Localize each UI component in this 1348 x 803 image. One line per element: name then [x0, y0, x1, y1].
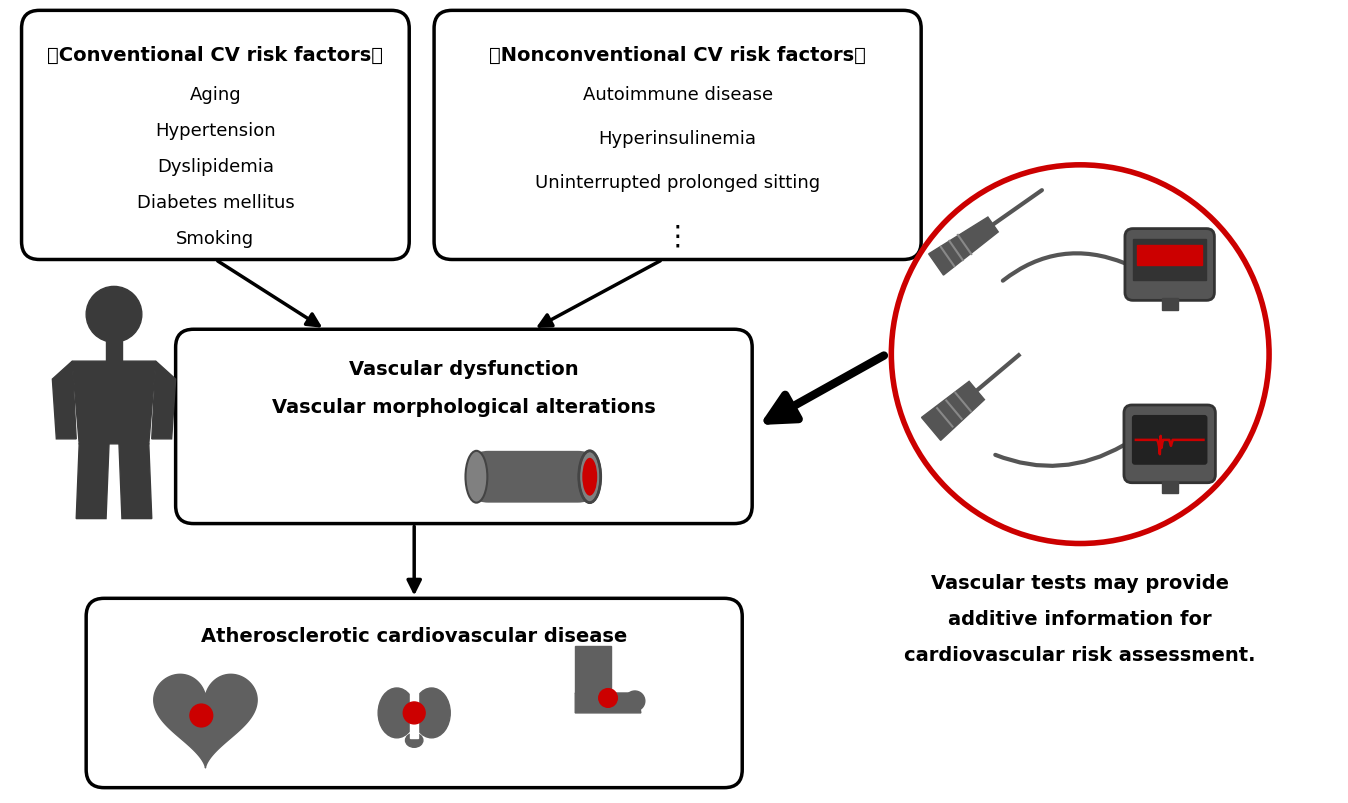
Text: Diabetes mellitus: Diabetes mellitus — [136, 194, 294, 211]
Text: 》Nonconventional CV risk factors「: 》Nonconventional CV risk factors「 — [489, 47, 865, 65]
Circle shape — [86, 287, 142, 343]
Ellipse shape — [465, 451, 488, 503]
Circle shape — [599, 689, 617, 707]
Ellipse shape — [578, 451, 601, 503]
Text: cardiovascular risk assessment.: cardiovascular risk assessment. — [905, 646, 1256, 664]
Text: Uninterrupted prolonged sitting: Uninterrupted prolonged sitting — [535, 173, 820, 192]
FancyBboxPatch shape — [1132, 415, 1208, 465]
Bar — [1132, 239, 1206, 281]
FancyBboxPatch shape — [22, 11, 410, 260]
FancyBboxPatch shape — [175, 330, 752, 524]
Polygon shape — [152, 361, 175, 439]
Circle shape — [403, 702, 425, 724]
Bar — [1162, 481, 1178, 493]
Bar — [106, 342, 121, 361]
FancyBboxPatch shape — [1126, 230, 1215, 301]
Text: additive information for: additive information for — [949, 609, 1212, 629]
FancyBboxPatch shape — [434, 11, 921, 260]
Text: Vascular tests may provide: Vascular tests may provide — [931, 573, 1229, 593]
Text: Hyperinsulinemia: Hyperinsulinemia — [599, 130, 756, 148]
Text: Atherosclerotic cardiovascular disease: Atherosclerotic cardiovascular disease — [201, 626, 627, 646]
Text: Smoking: Smoking — [177, 230, 255, 247]
Text: Dyslipidemia: Dyslipidemia — [156, 157, 274, 176]
Polygon shape — [53, 361, 77, 439]
FancyBboxPatch shape — [86, 598, 743, 788]
Polygon shape — [77, 444, 109, 519]
Polygon shape — [154, 675, 257, 768]
Polygon shape — [929, 218, 999, 275]
Polygon shape — [73, 361, 156, 444]
FancyBboxPatch shape — [1124, 406, 1216, 483]
Ellipse shape — [379, 688, 415, 738]
Text: Vascular dysfunction: Vascular dysfunction — [349, 360, 578, 379]
Ellipse shape — [412, 688, 450, 738]
Text: Autoimmune disease: Autoimmune disease — [582, 86, 772, 104]
Text: ⋮: ⋮ — [663, 222, 692, 251]
Text: Hypertension: Hypertension — [155, 122, 276, 140]
Circle shape — [190, 704, 213, 727]
Polygon shape — [119, 444, 152, 519]
Polygon shape — [922, 382, 984, 441]
Text: 》Conventional CV risk factors「: 》Conventional CV risk factors「 — [47, 47, 383, 65]
Circle shape — [891, 165, 1268, 544]
Ellipse shape — [406, 733, 423, 748]
Ellipse shape — [582, 459, 597, 496]
Bar — [1162, 299, 1178, 311]
Text: Aging: Aging — [190, 86, 241, 104]
Ellipse shape — [625, 691, 644, 711]
Bar — [1136, 245, 1202, 266]
Text: Vascular morphological alterations: Vascular morphological alterations — [272, 397, 655, 417]
Bar — [410, 688, 418, 738]
FancyBboxPatch shape — [469, 451, 597, 503]
Polygon shape — [576, 693, 640, 713]
Bar — [576, 646, 611, 693]
